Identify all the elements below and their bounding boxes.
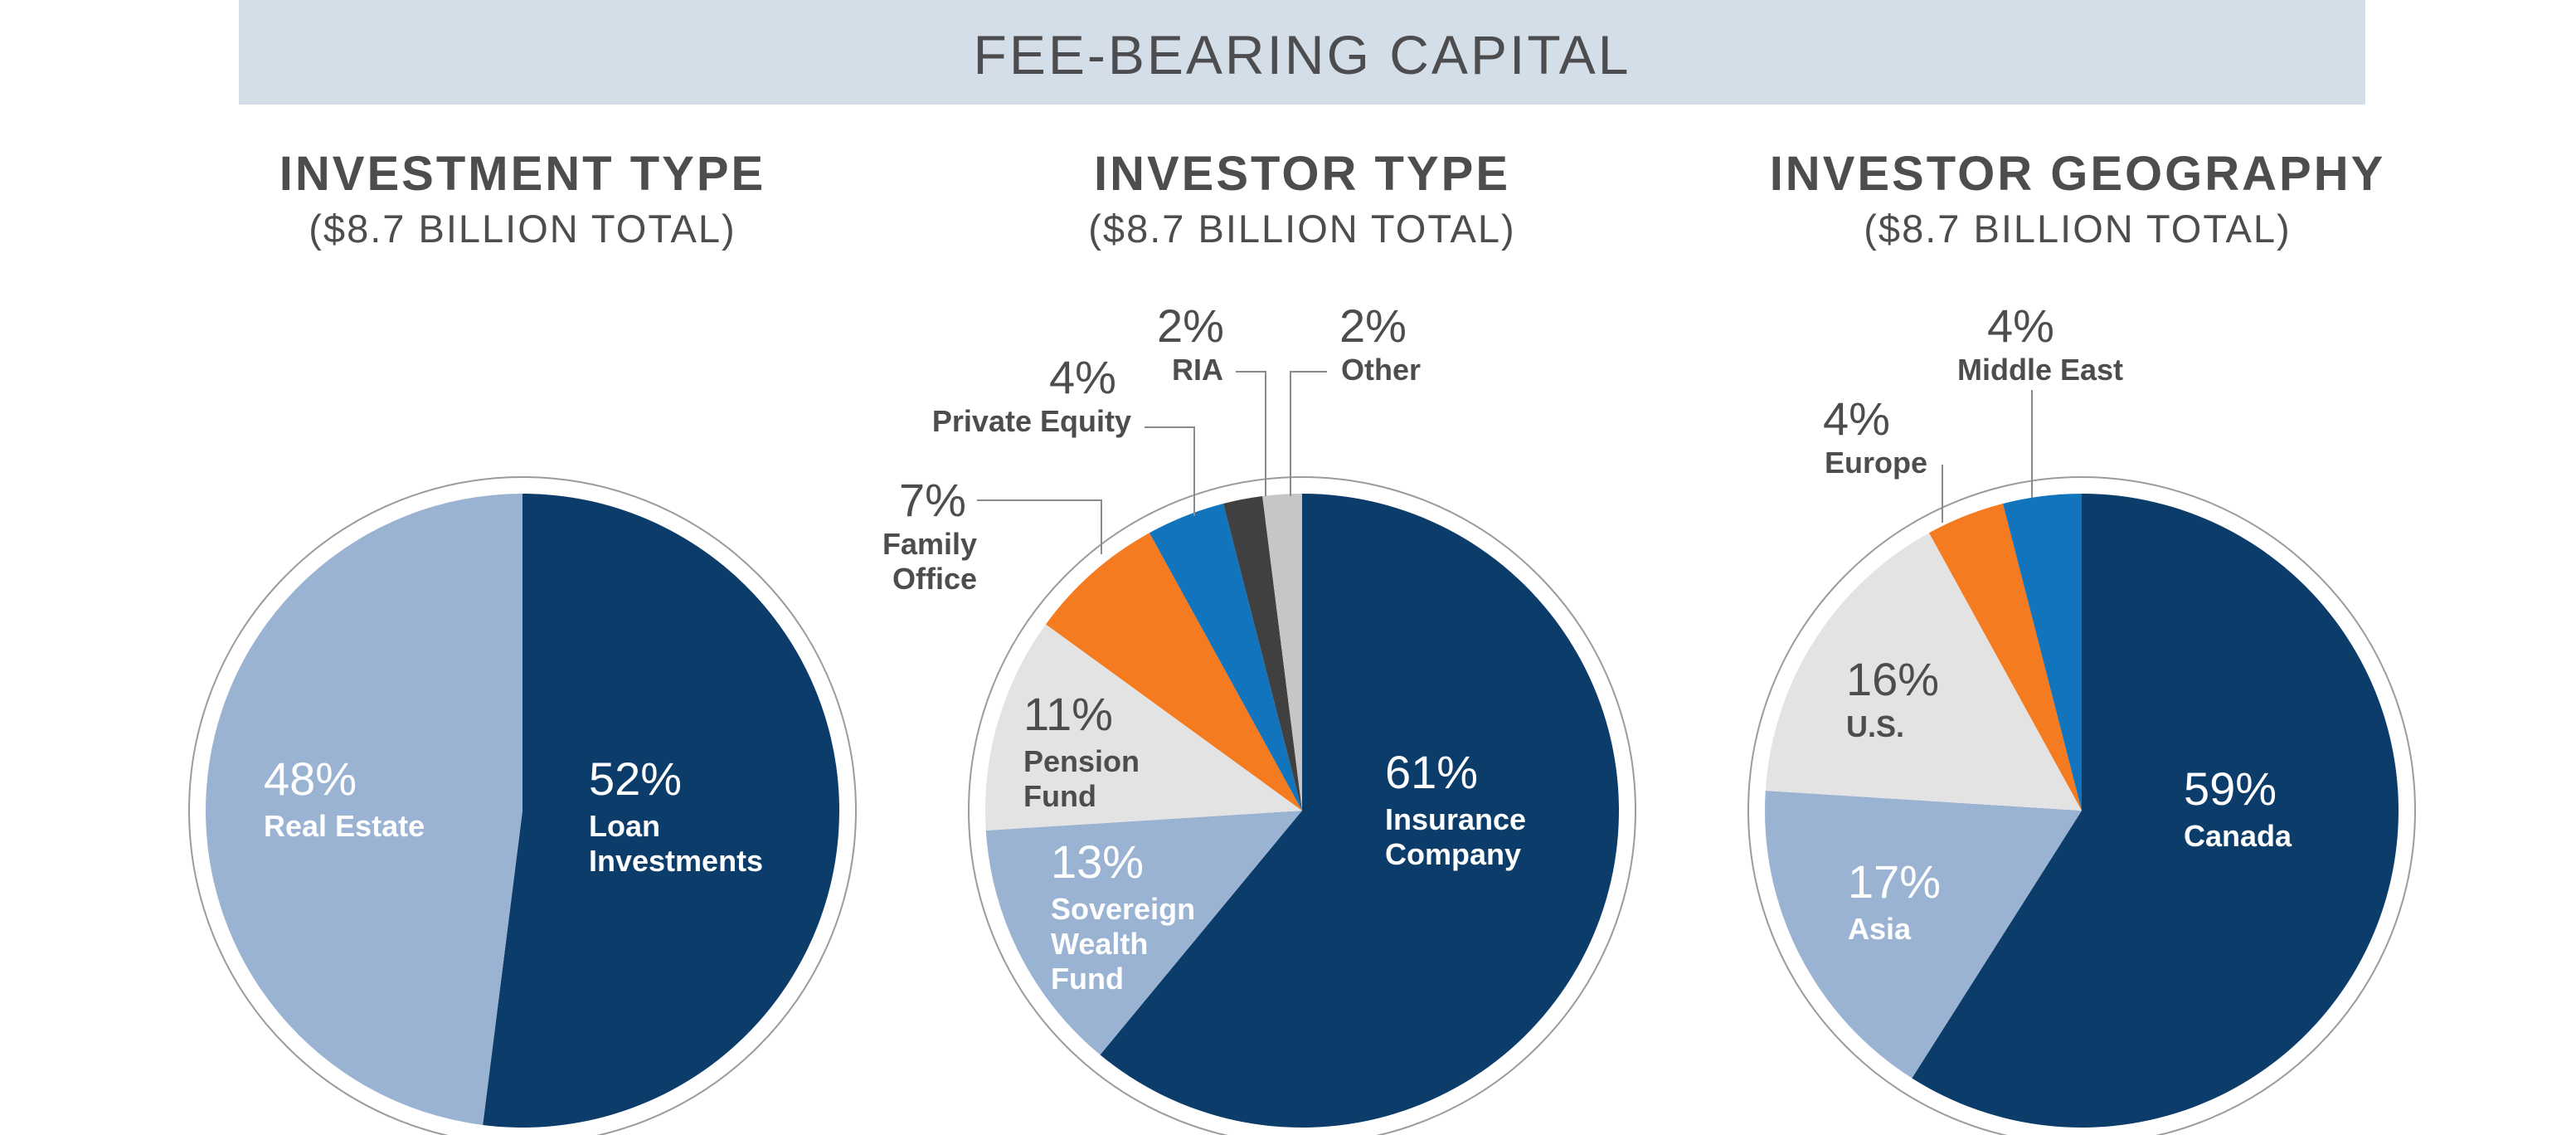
slice-name-label: Investments bbox=[589, 844, 763, 878]
slice-name-label: Insurance bbox=[1385, 802, 1526, 836]
slice-name-label: Private Equity bbox=[932, 404, 1131, 438]
slice-name-label: Asia bbox=[1848, 912, 1912, 946]
chart-subtitle-investor-type: ($8.7 BILLION TOTAL) bbox=[1088, 207, 1516, 251]
slice-percent-label: 11% bbox=[1023, 688, 1113, 740]
slice-name-label: Middle East bbox=[1957, 353, 2123, 387]
slice-name-label: Loan bbox=[589, 809, 660, 843]
chart-subtitle-investment-type: ($8.7 BILLION TOTAL) bbox=[309, 207, 736, 251]
slice-percent-label: 52% bbox=[589, 753, 682, 805]
slice-percent-label: 59% bbox=[2184, 762, 2277, 815]
leader-line bbox=[1290, 371, 1327, 496]
slice-name-label: Europe bbox=[1825, 446, 1927, 480]
pie-investor-type: 61%InsuranceCompany13%SovereignWealthFun… bbox=[882, 300, 1636, 1135]
pie-slice-sovereign-wealth-fund bbox=[985, 811, 1302, 1055]
slice-percent-label: 2% bbox=[1157, 300, 1224, 352]
pie-slice-real-estate bbox=[206, 494, 522, 1125]
leader-line bbox=[1236, 371, 1266, 496]
slice-name-label: Pension bbox=[1023, 744, 1140, 778]
pie-slice-ria bbox=[1223, 496, 1302, 811]
banner: FEE-BEARING CAPITAL bbox=[239, 0, 2365, 105]
pie-slice-middle-east bbox=[2003, 494, 2082, 811]
pie-slice-insurance-company bbox=[1100, 494, 1619, 1128]
slice-name-label: Wealth bbox=[1051, 927, 1148, 961]
slice-name-label: Family bbox=[882, 527, 977, 561]
slice-percent-label: 48% bbox=[264, 753, 357, 805]
pie-slice-private-equity bbox=[1149, 504, 1302, 811]
pie-slice-u-s bbox=[1765, 533, 2082, 811]
slice-percent-label: 13% bbox=[1051, 835, 1144, 888]
leader-line bbox=[1145, 426, 1195, 516]
pie-slice-canada bbox=[1912, 494, 2399, 1128]
chart-title-investor-geography: INVESTOR GEOGRAPHY bbox=[1769, 147, 2386, 201]
chart-title-investment-type: INVESTMENT TYPE bbox=[279, 147, 766, 201]
slice-name-label: Canada bbox=[2184, 819, 2292, 853]
pie-slice-other bbox=[1262, 494, 1302, 811]
slice-percent-label: 2% bbox=[1339, 300, 1407, 352]
slice-name-label: Real Estate bbox=[264, 809, 425, 843]
slice-percent-label: 61% bbox=[1385, 746, 1478, 798]
slice-name-label: Fund bbox=[1051, 962, 1124, 996]
slice-name-label: Fund bbox=[1023, 779, 1096, 813]
slice-name-label: Company bbox=[1385, 837, 1521, 871]
slice-percent-label: 4% bbox=[1987, 300, 2054, 352]
slice-percent-label: 16% bbox=[1846, 653, 1939, 705]
slice-name-label: U.S. bbox=[1846, 709, 1904, 743]
slice-name-label: Sovereign bbox=[1051, 892, 1195, 926]
pie-slice-europe bbox=[1928, 504, 2082, 811]
slice-percent-label: 17% bbox=[1848, 855, 1941, 908]
slice-name-label: Office bbox=[892, 562, 977, 596]
chart-title-investor-type: INVESTOR TYPE bbox=[1093, 147, 1511, 201]
banner-title: FEE-BEARING CAPITAL bbox=[973, 24, 1631, 85]
slice-percent-label: 7% bbox=[899, 474, 966, 526]
pie-slice-family-office bbox=[1045, 533, 1302, 811]
slice-percent-label: 4% bbox=[1823, 392, 1890, 445]
pie-slice-loan-investments bbox=[483, 493, 840, 1128]
slice-percent-label: 4% bbox=[1049, 351, 1116, 403]
leader-line bbox=[977, 499, 1102, 554]
chart-subtitle-investor-geography: ($8.7 BILLION TOTAL) bbox=[1864, 207, 2292, 251]
slice-name-label: Other bbox=[1341, 353, 1421, 387]
pie-slice-asia bbox=[1765, 791, 2082, 1079]
pie-slice-pension-fund bbox=[985, 624, 1302, 831]
pie-investor-geography: 59%Canada17%Asia16%U.S.4%Europe4%Middle … bbox=[1747, 300, 2416, 1135]
slice-name-label: RIA bbox=[1172, 353, 1223, 387]
